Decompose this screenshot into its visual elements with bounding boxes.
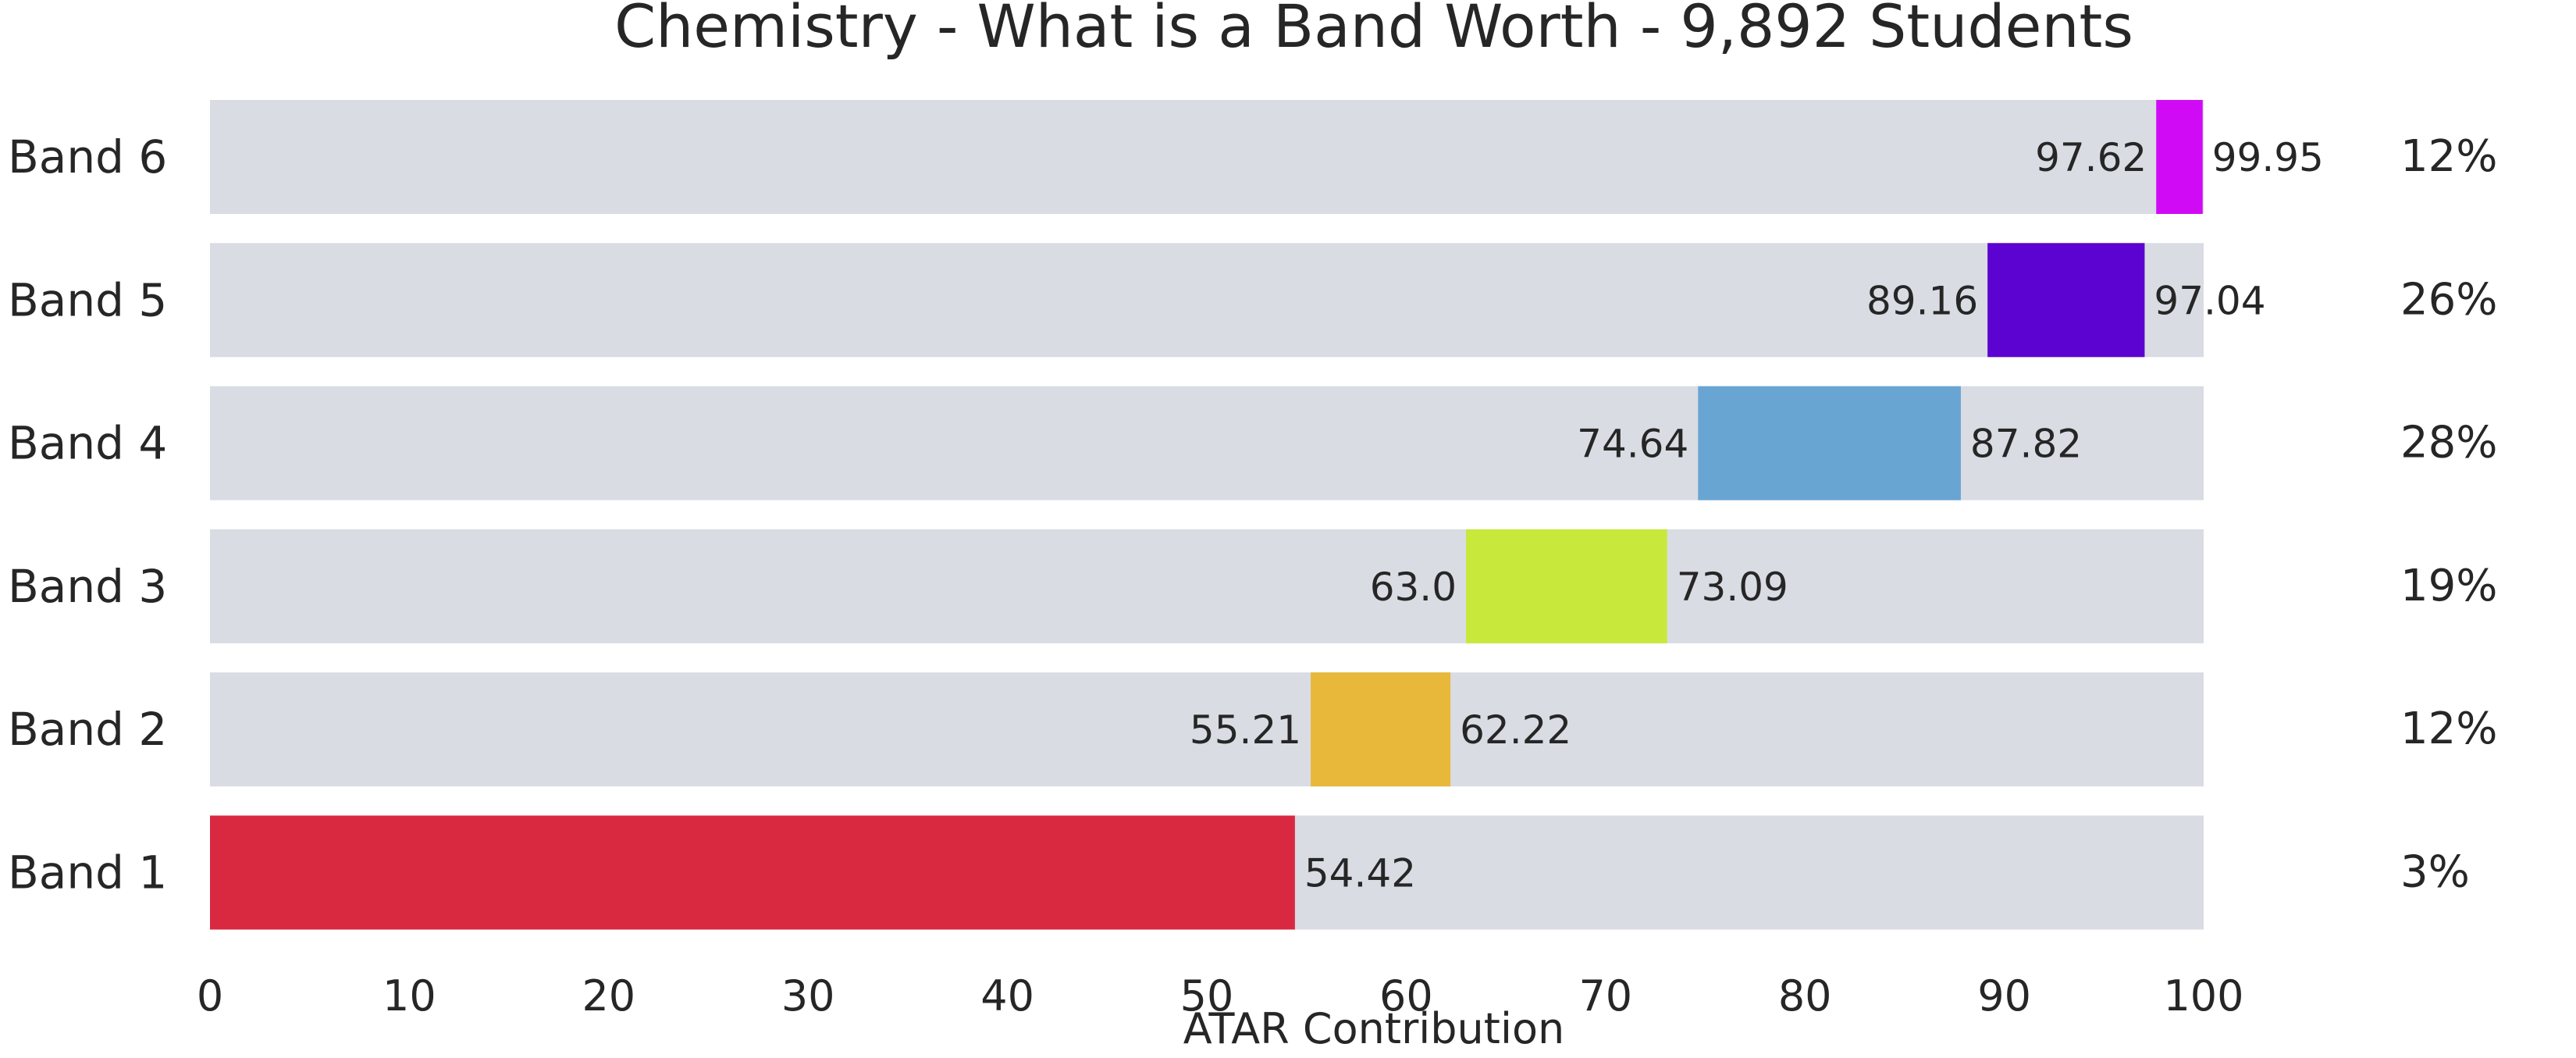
band-start-label: 97.62 [2035, 135, 2147, 180]
band-bar [1698, 386, 1961, 501]
band-percent: 19% [2400, 561, 2497, 611]
x-tick-label: 20 [582, 971, 635, 1021]
x-tick-label: 70 [1578, 971, 1632, 1021]
band-track [210, 100, 2204, 214]
band-start-label: 55.21 [1190, 707, 1301, 753]
band-bar [1311, 672, 1451, 787]
x-axis-ticks: 0 10 20 30 40 50 60 70 80 90 100 [197, 971, 2244, 1021]
chart-title: Chemistry - What is a Band Worth - 9,892… [614, 0, 2133, 61]
band-bar [1987, 243, 2145, 358]
band-axis-labels: Band 6 Band 5 Band 4 Band 3 Band 2 Band 1 [8, 130, 167, 899]
band-start-label: 74.64 [1577, 422, 1688, 467]
band-label: Band 2 [8, 703, 167, 756]
x-tick-label: 80 [1778, 971, 1832, 1021]
band-end-label: 87.82 [1970, 422, 2082, 467]
band-bar [210, 815, 1295, 930]
band-percent: 12% [2400, 131, 2497, 182]
band-end-label: 62.22 [1460, 707, 1571, 753]
band-percent: 28% [2400, 418, 2497, 468]
band-label: Band 1 [8, 846, 167, 899]
band-percent: 12% [2400, 704, 2497, 754]
band-label: Band 4 [8, 417, 167, 470]
x-tick-label: 60 [1379, 971, 1433, 1021]
band-end-label: 97.04 [2154, 278, 2265, 323]
band-tracks [210, 100, 2204, 930]
band-percent-labels: 12% 26% 28% 19% 12% 3% [2400, 131, 2497, 898]
band-percent: 26% [2400, 274, 2497, 325]
band-start-label: 89.16 [1866, 278, 1978, 323]
band-end-label: 54.42 [1304, 851, 1416, 896]
band-percent: 3% [2400, 847, 2470, 898]
band-track [210, 243, 2204, 358]
band-label: Band 3 [8, 560, 167, 613]
band-track [210, 672, 2204, 787]
band-end-label: 73.09 [1677, 565, 1788, 610]
x-tick-label: 0 [197, 971, 223, 1021]
band-bar [1466, 529, 1667, 643]
x-tick-label: 50 [1180, 971, 1234, 1021]
x-tick-label: 90 [1977, 971, 2031, 1021]
band-label: Band 6 [8, 130, 167, 183]
x-axis-label: ATAR Contribution [1183, 1004, 1564, 1053]
band-track [210, 529, 2204, 643]
x-tick-label: 10 [382, 971, 436, 1021]
x-tick-label: 100 [2163, 971, 2243, 1021]
band-end-label: 99.95 [2212, 135, 2324, 180]
band-bar [2156, 100, 2203, 214]
band-label: Band 5 [8, 273, 167, 326]
x-tick-label: 30 [781, 971, 835, 1021]
band-bars [210, 100, 2203, 930]
x-tick-label: 40 [980, 971, 1034, 1021]
band-value-labels: 97.62 99.95 89.16 97.04 74.64 87.82 63.0 73.09 5… [1190, 135, 2324, 896]
band-start-label: 63.0 [1370, 565, 1457, 610]
